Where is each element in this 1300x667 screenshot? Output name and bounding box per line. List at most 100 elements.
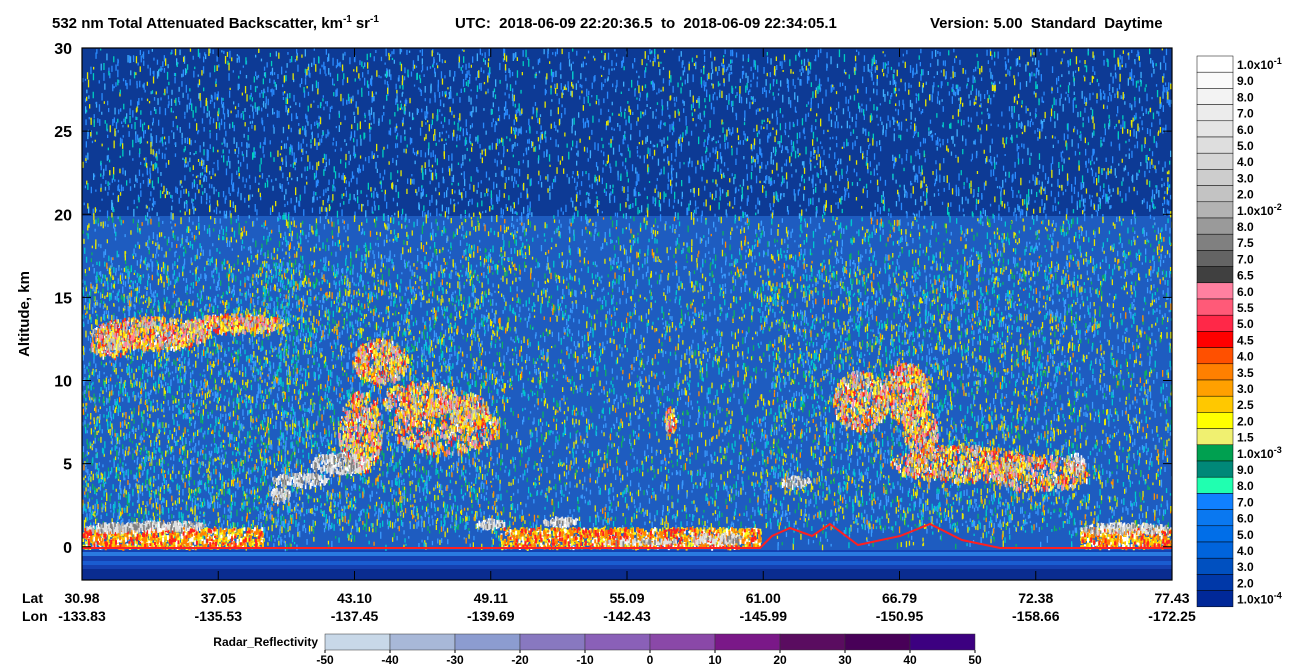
radar-swatch bbox=[454, 633, 521, 651]
lon-tick-label: -150.95 bbox=[876, 608, 924, 624]
colorbar-swatch bbox=[1196, 282, 1234, 300]
lat-tick-label: 61.00 bbox=[746, 590, 781, 606]
colorbar-label: 3.5 bbox=[1237, 366, 1254, 380]
colorbar-swatch bbox=[1196, 428, 1234, 446]
lon-tick-label: -133.83 bbox=[58, 608, 106, 624]
colorbar-label: 1.0x10-1 bbox=[1237, 56, 1282, 72]
colorbar-label-mantissa: 1.0x10 bbox=[1237, 204, 1274, 218]
colorbar-label: 5.5 bbox=[1237, 301, 1254, 315]
colorbar-label-exponent: -3 bbox=[1274, 445, 1282, 455]
lat-tick-label: 49.11 bbox=[474, 590, 508, 606]
lat-tick-label: 43.10 bbox=[337, 590, 372, 606]
colorbar-label: 4.0 bbox=[1237, 155, 1254, 169]
lat-tick-label: 72.38 bbox=[1018, 590, 1053, 606]
radar-swatch bbox=[714, 633, 781, 651]
radar-tick-label: 30 bbox=[838, 653, 852, 667]
subsurface-stripe bbox=[82, 561, 1172, 565]
title-utc: UTC: 2018-06-09 22:20:36.5 to 2018-06-09… bbox=[455, 15, 837, 32]
lon-tick-label: -158.66 bbox=[1012, 608, 1060, 624]
colorbar-swatch bbox=[1196, 574, 1234, 591]
colorbar-label-mantissa: 1.0x10 bbox=[1237, 593, 1274, 607]
colorbar-label: 9.0 bbox=[1237, 463, 1254, 477]
radar-swatch bbox=[519, 633, 586, 651]
radar-swatch bbox=[909, 633, 976, 651]
radar-tick-label: -20 bbox=[511, 653, 529, 667]
y-tick-label: 0 bbox=[63, 540, 72, 557]
title-unit: sr bbox=[356, 15, 370, 32]
colorbar-label: 6.0 bbox=[1237, 123, 1254, 137]
colorbar-label: 2.0 bbox=[1237, 188, 1254, 202]
title-version: Version: 5.00 Standard Daytime bbox=[930, 15, 1163, 32]
colorbar-label: 5.0 bbox=[1237, 528, 1254, 542]
colorbar-label: 2.0 bbox=[1237, 576, 1254, 590]
colorbar-swatch bbox=[1196, 412, 1234, 429]
radar-tick-label: 0 bbox=[647, 653, 654, 667]
colorbar-label: 6.5 bbox=[1237, 269, 1254, 283]
colorbar-label-exponent: -1 bbox=[1274, 56, 1282, 66]
colorbar-swatch bbox=[1196, 185, 1234, 203]
colorbar-swatch bbox=[1196, 444, 1234, 462]
lon-tick-label: -145.99 bbox=[740, 608, 788, 624]
y-tick-label: 5 bbox=[63, 457, 72, 474]
radar-swatch bbox=[584, 633, 651, 651]
colorbar-swatch bbox=[1196, 169, 1234, 186]
colorbar-swatch bbox=[1196, 363, 1234, 381]
lon-label: Lon bbox=[22, 608, 48, 624]
radar-swatch bbox=[844, 633, 911, 651]
lat-tick-label: 37.05 bbox=[201, 590, 236, 606]
colorbar-swatch bbox=[1196, 347, 1234, 365]
plot-area bbox=[82, 48, 1172, 580]
colorbar-swatch bbox=[1196, 590, 1234, 608]
colorbar-swatch bbox=[1196, 88, 1234, 105]
radar-tick-label: 40 bbox=[903, 653, 917, 667]
radar-tick-label: 10 bbox=[708, 653, 722, 667]
backscatter-speckle bbox=[82, 216, 1172, 546]
radar-swatch bbox=[389, 633, 456, 651]
colorbar-label: 7.0 bbox=[1237, 107, 1254, 121]
colorbar-swatch bbox=[1196, 557, 1234, 575]
colorbar-label-mantissa: 1.0x10 bbox=[1237, 447, 1274, 461]
lat-label: Lat bbox=[22, 590, 43, 606]
colorbar-swatch bbox=[1196, 55, 1234, 73]
colorbar-label: 4.5 bbox=[1237, 333, 1254, 347]
colorbar-swatch bbox=[1196, 525, 1234, 543]
colorbar-label: 8.0 bbox=[1237, 479, 1254, 493]
colorbar-label: 1.0x10-3 bbox=[1237, 445, 1282, 461]
y-tick-label: 25 bbox=[54, 124, 72, 141]
colorbar-swatch bbox=[1196, 395, 1234, 413]
backscatter-speckle bbox=[82, 313, 1171, 550]
lon-tick-label: -139.69 bbox=[467, 608, 515, 624]
colorbar-label: 3.0 bbox=[1237, 560, 1254, 574]
colorbar-label: 9.0 bbox=[1237, 74, 1254, 88]
radar-tick-label: 20 bbox=[773, 653, 787, 667]
title-exponent: -1 bbox=[343, 14, 352, 25]
colorbar-swatch bbox=[1196, 298, 1234, 316]
lat-tick-label: 30.98 bbox=[64, 590, 99, 606]
colorbar-swatch bbox=[1196, 509, 1234, 527]
colorbar-label-exponent: -4 bbox=[1274, 591, 1282, 601]
colorbar-swatch bbox=[1196, 460, 1234, 478]
backscatter-speckle bbox=[82, 216, 1172, 552]
colorbar-label: 6.0 bbox=[1237, 512, 1254, 526]
colorbar-label: 1.0x10-2 bbox=[1237, 202, 1282, 218]
colorbar-label: 7.5 bbox=[1237, 236, 1254, 250]
colorbar-swatch bbox=[1196, 379, 1234, 397]
radar-tick-label: -50 bbox=[316, 653, 334, 667]
colorbar-label: 8.0 bbox=[1237, 90, 1254, 104]
colorbar-label-mantissa: 1.0x10 bbox=[1237, 58, 1274, 72]
y-axis-label: Altitude, km bbox=[16, 271, 33, 357]
colorbar-swatch bbox=[1196, 314, 1234, 332]
lat-tick-label: 77.43 bbox=[1154, 590, 1189, 606]
y-tick-label: 30 bbox=[54, 41, 72, 58]
chart-title: 532 nm Total Attenuated Backscatter, km-… bbox=[52, 14, 1163, 32]
lat-tick-label: 66.79 bbox=[882, 590, 917, 606]
colorbar-swatch bbox=[1196, 233, 1234, 251]
colorbar-label: 8.0 bbox=[1237, 220, 1254, 234]
lon-tick-label: -172.25 bbox=[1148, 608, 1196, 624]
subsurface-stripe bbox=[82, 552, 1172, 556]
lat-tick-label: 55.09 bbox=[609, 590, 644, 606]
surface-return bbox=[82, 522, 1172, 549]
radar-tick-label: -30 bbox=[446, 653, 464, 667]
colorbar-label: 3.0 bbox=[1237, 382, 1254, 396]
